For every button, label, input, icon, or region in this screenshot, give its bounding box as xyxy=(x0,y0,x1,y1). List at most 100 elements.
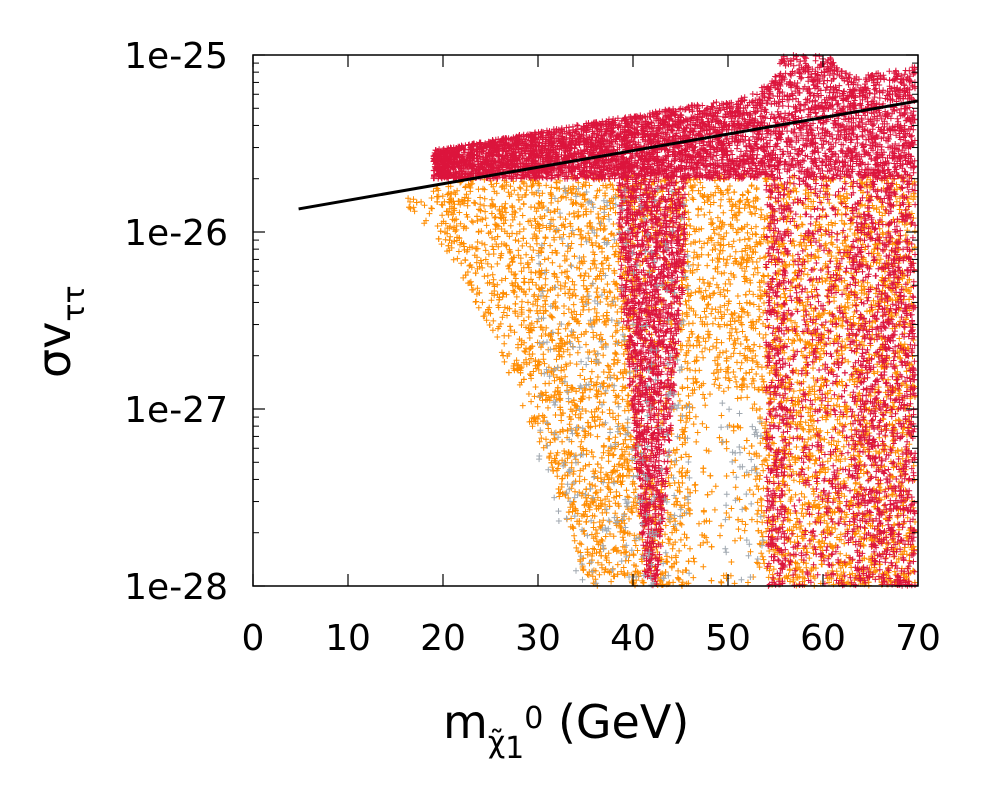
scatter-point xyxy=(679,385,686,392)
scatter-point xyxy=(730,427,737,434)
scatter-point xyxy=(692,487,699,494)
scatter-point xyxy=(484,272,491,279)
scatter-point xyxy=(754,511,761,517)
scatter-point xyxy=(717,532,723,539)
scatter-point xyxy=(841,221,848,228)
scatter-point xyxy=(683,419,690,426)
scatter-point xyxy=(561,448,568,454)
scatter-point xyxy=(870,205,877,212)
scatter-point xyxy=(525,391,532,397)
scatter-point xyxy=(720,388,727,395)
scatter-point xyxy=(474,239,481,245)
scatter-point xyxy=(597,497,604,504)
scatter-point xyxy=(533,365,540,372)
scatter-point xyxy=(477,194,484,201)
scatter-point xyxy=(494,260,501,267)
scatter-point xyxy=(472,299,479,305)
scatter-point xyxy=(450,211,457,218)
scatter-point xyxy=(741,527,748,534)
scatter-point xyxy=(564,333,571,340)
scatter-point xyxy=(701,211,708,218)
scatter-point xyxy=(806,520,813,527)
scatter-point xyxy=(694,429,701,436)
scatter-point xyxy=(546,226,553,233)
scatter-point xyxy=(548,184,555,191)
scatter-point xyxy=(709,320,716,327)
scatter-point xyxy=(548,336,555,343)
scatter-point xyxy=(786,457,793,464)
scatter-point xyxy=(750,301,757,308)
scatter-point xyxy=(545,255,552,262)
scatter-point xyxy=(516,184,523,191)
scatter-point xyxy=(808,242,815,249)
scatter-point xyxy=(737,535,744,542)
scatter-point xyxy=(734,293,741,299)
scatter-point xyxy=(739,248,745,255)
scatter-point xyxy=(501,340,508,347)
scatter-point xyxy=(754,264,761,271)
scatter-point xyxy=(713,336,720,343)
scatter-point xyxy=(488,297,495,304)
scatter-point xyxy=(810,365,816,372)
scatter-point xyxy=(720,256,727,263)
scatter-point xyxy=(791,539,798,546)
scatter-point xyxy=(498,349,505,356)
scatter-point xyxy=(725,276,732,283)
scatter-point xyxy=(793,188,800,195)
scatter-point xyxy=(579,366,586,373)
scatter-point xyxy=(632,486,639,493)
scatter-point xyxy=(578,235,585,242)
scatter-point xyxy=(847,226,854,233)
scatter-point xyxy=(607,231,614,238)
scatter-point xyxy=(809,545,816,552)
scatter-point xyxy=(812,497,818,504)
scatter-point xyxy=(612,399,619,406)
scatter-point xyxy=(857,296,864,303)
scatter-point xyxy=(753,231,760,238)
scatter-point xyxy=(728,505,735,512)
scatter-point xyxy=(481,273,488,280)
scatter-point xyxy=(760,556,767,563)
scatter-point xyxy=(612,510,619,517)
scatter-point xyxy=(753,185,760,191)
scatter-point xyxy=(802,419,809,426)
scatter-point xyxy=(566,211,573,218)
scatter-point xyxy=(584,285,590,292)
scatter-point xyxy=(757,495,764,502)
scatter-point xyxy=(567,262,574,269)
scatter-point xyxy=(711,381,718,388)
scatter-point xyxy=(664,553,670,560)
scatter-point xyxy=(687,545,693,552)
scatter-point xyxy=(609,243,616,250)
scatter-point xyxy=(806,555,813,562)
scatter-point xyxy=(498,226,505,232)
scatter-point xyxy=(558,417,565,424)
scatter-point xyxy=(746,288,753,295)
scatter-point xyxy=(701,199,708,206)
scatter-point xyxy=(889,491,896,498)
scatter-point xyxy=(566,320,572,327)
scatter-point xyxy=(730,350,737,357)
scatter-point xyxy=(606,262,613,269)
scatter-point xyxy=(600,369,607,375)
scatter-point xyxy=(575,338,582,345)
scatter-point xyxy=(711,290,718,296)
scatter-point xyxy=(828,395,835,402)
scatter-point xyxy=(742,521,749,528)
scatter-point xyxy=(519,402,526,409)
scatter-point xyxy=(519,212,526,219)
scatter-point xyxy=(786,567,793,574)
scatter-point xyxy=(754,518,761,525)
scatter-point xyxy=(718,412,725,419)
scatter-point xyxy=(517,185,524,192)
scatter-point xyxy=(613,376,620,382)
scatter-point xyxy=(572,411,579,418)
scatter-point xyxy=(578,541,585,548)
scatter-point xyxy=(805,436,812,443)
scatter-point xyxy=(483,222,490,229)
scatter-point xyxy=(614,375,621,382)
scatter-point xyxy=(597,205,604,212)
scatter-point xyxy=(724,256,731,263)
scatter-point xyxy=(564,248,571,255)
scatter-point xyxy=(520,201,527,208)
